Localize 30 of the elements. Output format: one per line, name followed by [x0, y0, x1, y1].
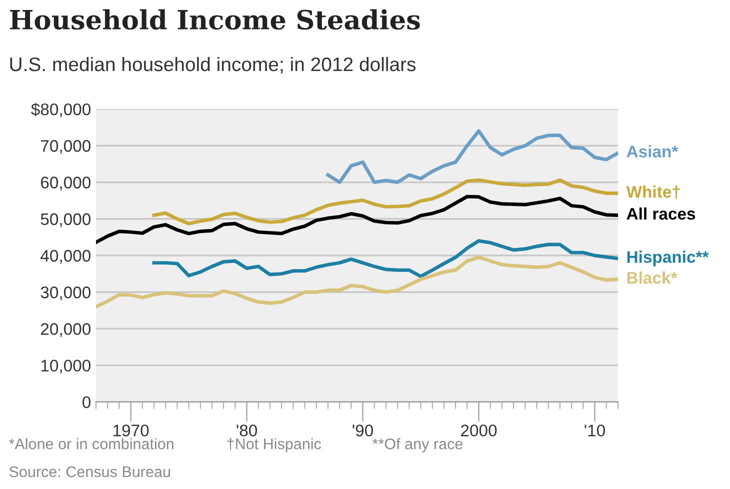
y-tick-label: 30,000: [40, 286, 90, 300]
text: *Alone or in combination: [9, 438, 174, 450]
text: †Not Hispanic: [227, 438, 321, 452]
chart-subtitle: U.S. median household income; in 2012 dollars: [10, 56, 416, 74]
y-tick-label: 70,000: [41, 140, 90, 154]
series-label: All races: [626, 207, 696, 220]
x-tick-label: 2000: [461, 424, 497, 436]
x-tick-label: '90: [352, 424, 373, 436]
x-tick-label: 1970: [114, 424, 149, 436]
series-label: Asian*: [626, 145, 678, 158]
line-series: [326, 129, 618, 184]
y-tick-label: 50,000: [40, 213, 90, 228]
line-series: [152, 239, 618, 278]
y-tick-label: 0: [82, 396, 90, 408]
y-tick-label: 60,000: [41, 176, 90, 190]
text: **Of any race: [372, 438, 462, 452]
line-series: [152, 178, 618, 226]
series-label: White†: [626, 185, 680, 199]
y-tick-label: 40,000: [40, 250, 90, 264]
x-tick-label: '10: [584, 424, 605, 436]
line-series: [96, 194, 618, 244]
y-tick-label: 10,000: [41, 360, 90, 374]
y-tick-label: $80,000: [31, 102, 90, 118]
x-tick-label: '80: [236, 424, 257, 436]
line-series: [96, 256, 618, 308]
y-tick-label: 20,000: [41, 323, 90, 337]
chart-title: Household Income Steadies: [10, 9, 420, 30]
source-note: Source: Census Bureau: [9, 466, 170, 478]
series-label: Hispanic**: [627, 250, 709, 266]
series-label: Black*: [627, 272, 678, 284]
